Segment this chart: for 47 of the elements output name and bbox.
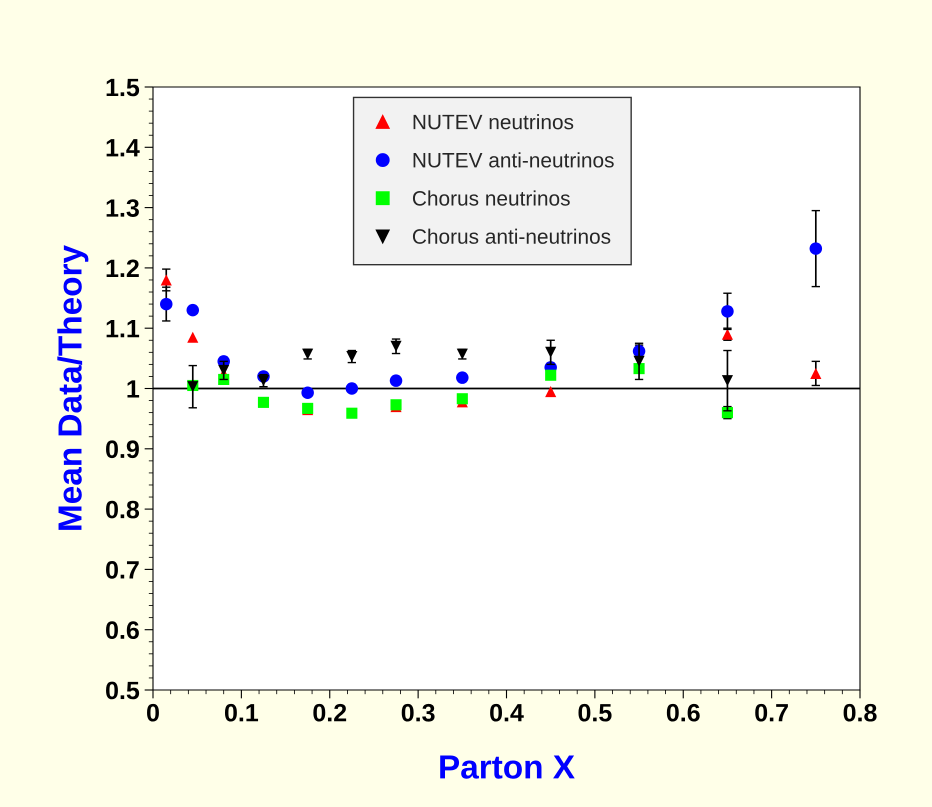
- point: [545, 386, 556, 398]
- point: [346, 408, 358, 419]
- legend-label: NUTEV neutrinos: [414, 114, 574, 130]
- y-tick-label: 1.1: [106, 320, 140, 338]
- y-tick-label: 1.2: [106, 260, 139, 277]
- point: [390, 340, 402, 352]
- legend-label: Chorus anti-neutrinos: [412, 228, 610, 244]
- point: [346, 382, 358, 395]
- x-tick-label: 0: [147, 704, 159, 722]
- y-tick-label: 0.7: [106, 561, 139, 579]
- point: [722, 375, 733, 386]
- x-tick-label: 0.1: [224, 704, 258, 722]
- y-tick-label: 1.3: [106, 199, 139, 217]
- point: [160, 298, 173, 310]
- x-tick-label: 0.7: [755, 704, 788, 722]
- point: [810, 368, 822, 379]
- x-tick-label: 0.3: [402, 704, 435, 722]
- y-tick-label: 0.8: [106, 500, 140, 518]
- x-tick-label: 0.8: [844, 704, 877, 722]
- point: [187, 332, 198, 343]
- point: [456, 393, 468, 404]
- y-tick-label: 0.5: [106, 682, 140, 700]
- y-tick-label: 0.9: [106, 440, 139, 458]
- x-tick-label: 0.4: [490, 704, 524, 722]
- point: [390, 374, 402, 387]
- point: [721, 305, 734, 318]
- y-axis-title: Mean Data/Theory: [57, 245, 88, 530]
- y-tick-label: 1.4: [106, 139, 140, 156]
- point: [810, 242, 822, 255]
- legend-label: NUTEV anti-neutrinos: [414, 152, 614, 168]
- point: [301, 386, 314, 399]
- point: [456, 371, 469, 384]
- x-tick-label: 0.2: [313, 704, 346, 722]
- x-axis-title: Parton X: [440, 756, 575, 779]
- point: [545, 346, 556, 358]
- y-tick-label: 0.6: [106, 621, 139, 640]
- x-tick-label: 0.5: [578, 704, 612, 722]
- point: [218, 364, 230, 376]
- point: [258, 396, 270, 408]
- point: [634, 356, 645, 367]
- point: [160, 274, 172, 286]
- y-tick-label: 1: [127, 380, 140, 398]
- x-tick-label: 0.6: [666, 704, 700, 722]
- point: [545, 370, 556, 381]
- y-tick-label: 1.5: [106, 78, 140, 96]
- legend-label: Chorus neutrinos: [412, 190, 570, 206]
- point: [186, 304, 200, 316]
